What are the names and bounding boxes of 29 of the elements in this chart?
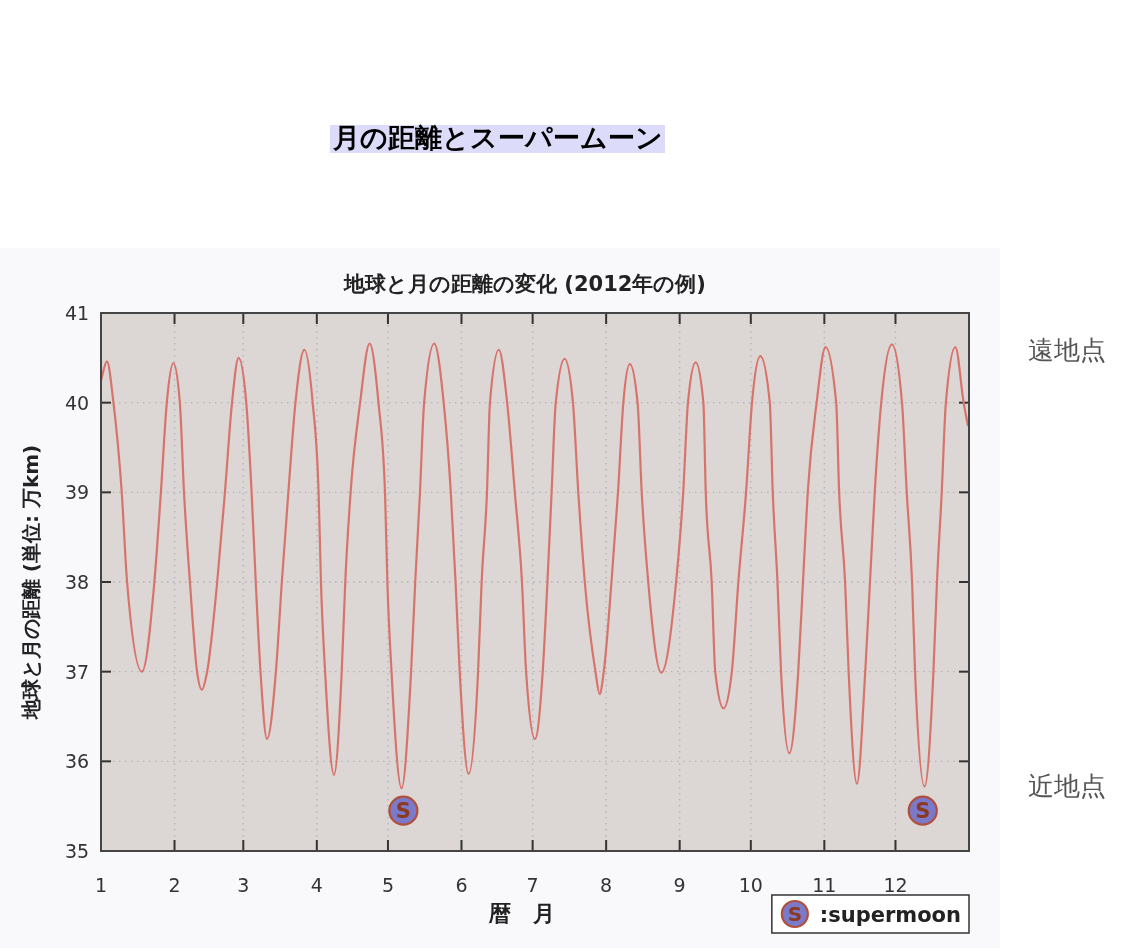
x-tick-label: 9 xyxy=(673,874,686,896)
x-tick-label: 11 xyxy=(812,874,837,896)
x-tick-label: 8 xyxy=(600,874,613,896)
text: 遠地点 xyxy=(1028,335,1106,365)
x-axis-title: 暦 月 xyxy=(488,901,555,926)
x-tick-label: 12 xyxy=(883,874,908,896)
y-tick-label: 39 xyxy=(64,481,90,504)
x-tick-label: 4 xyxy=(310,874,323,896)
x-tick-label: 5 xyxy=(381,874,395,896)
x-tick-label: 6 xyxy=(455,874,468,896)
y-tick-label: 36 xyxy=(64,750,90,773)
y-tick-label: 37 xyxy=(64,660,90,683)
y-tick-label: 38 xyxy=(64,571,90,593)
y-tick-label: 40 xyxy=(64,391,90,414)
y-axis-title: 地球と月の距離 (単位: 万km) xyxy=(19,444,43,721)
y-tick-label: 41 xyxy=(64,302,90,324)
data-label: S xyxy=(915,799,931,824)
line-series xyxy=(101,342,969,790)
y-tick-label: 35 xyxy=(64,840,90,862)
x-tick-label: 2 xyxy=(168,874,181,896)
x-tick-label: 10 xyxy=(738,874,763,896)
text: 近地点 xyxy=(1028,771,1106,801)
legend-label: :supermoon xyxy=(819,903,961,927)
x-tick-label: 7 xyxy=(526,874,539,896)
text: S xyxy=(787,902,803,926)
data-label: S xyxy=(395,799,411,824)
x-tick-label: 3 xyxy=(237,874,250,896)
x-tick-label: 1 xyxy=(94,874,108,896)
chart-subtitle: 地球と月の距離の変化 (2012年の例) xyxy=(343,272,706,296)
